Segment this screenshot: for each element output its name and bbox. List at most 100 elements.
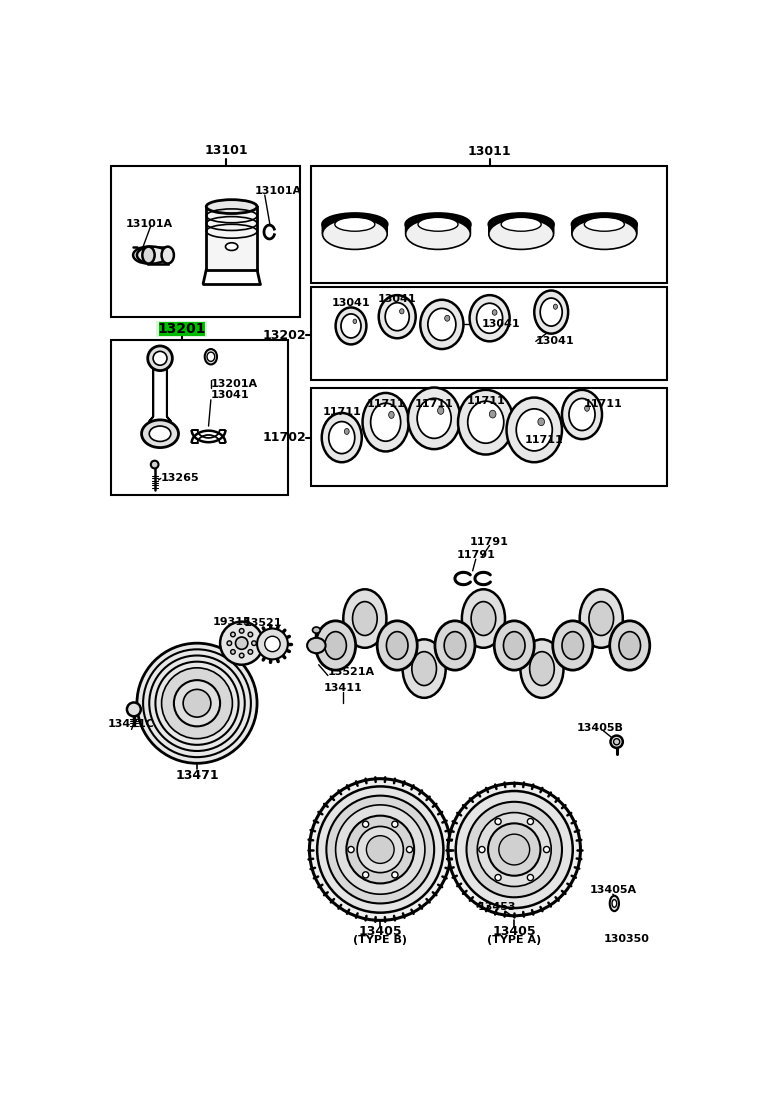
Ellipse shape <box>499 834 530 865</box>
Ellipse shape <box>589 602 613 635</box>
Ellipse shape <box>489 218 553 247</box>
Text: 13201: 13201 <box>157 322 206 336</box>
Text: 13041: 13041 <box>536 336 575 346</box>
Text: 11711: 11711 <box>415 399 454 409</box>
Ellipse shape <box>530 652 554 685</box>
Ellipse shape <box>412 652 436 685</box>
Ellipse shape <box>366 836 394 863</box>
Ellipse shape <box>149 426 171 441</box>
Ellipse shape <box>388 411 394 418</box>
Ellipse shape <box>489 215 553 238</box>
Ellipse shape <box>315 620 356 671</box>
Ellipse shape <box>489 216 553 242</box>
Ellipse shape <box>406 216 470 242</box>
Circle shape <box>495 818 501 825</box>
Ellipse shape <box>329 421 355 454</box>
Ellipse shape <box>503 632 525 659</box>
Ellipse shape <box>183 689 211 717</box>
Circle shape <box>363 872 369 878</box>
Ellipse shape <box>572 216 637 242</box>
Ellipse shape <box>470 295 510 341</box>
Circle shape <box>613 738 619 745</box>
Text: 13201A: 13201A <box>211 379 258 389</box>
Ellipse shape <box>501 217 541 231</box>
Ellipse shape <box>207 353 215 361</box>
Text: 13101A: 13101A <box>255 186 302 196</box>
Ellipse shape <box>489 216 553 240</box>
Bar <box>111 166 300 317</box>
Ellipse shape <box>133 247 164 264</box>
Ellipse shape <box>572 219 637 249</box>
Circle shape <box>248 649 252 654</box>
Ellipse shape <box>584 406 590 411</box>
Ellipse shape <box>162 247 174 264</box>
Ellipse shape <box>347 816 414 883</box>
Text: 13101: 13101 <box>204 143 248 157</box>
Text: 13411: 13411 <box>324 683 363 693</box>
Text: 130350: 130350 <box>603 934 650 944</box>
Ellipse shape <box>336 307 366 345</box>
Ellipse shape <box>619 632 641 659</box>
Ellipse shape <box>406 215 470 238</box>
Ellipse shape <box>326 796 434 903</box>
Ellipse shape <box>141 420 179 448</box>
Circle shape <box>527 818 534 825</box>
Ellipse shape <box>418 217 458 231</box>
Ellipse shape <box>174 681 220 726</box>
Ellipse shape <box>488 823 540 876</box>
Bar <box>206 207 257 270</box>
Text: 11711: 11711 <box>584 399 622 409</box>
Ellipse shape <box>322 215 387 238</box>
Ellipse shape <box>153 351 167 365</box>
Ellipse shape <box>572 215 637 238</box>
Circle shape <box>407 846 413 853</box>
Bar <box>148 247 168 264</box>
Polygon shape <box>149 369 171 421</box>
Ellipse shape <box>206 200 257 214</box>
Circle shape <box>348 846 354 853</box>
Ellipse shape <box>553 620 593 671</box>
Ellipse shape <box>322 219 387 249</box>
Ellipse shape <box>428 308 456 340</box>
Text: 13405: 13405 <box>359 925 402 937</box>
Ellipse shape <box>467 401 504 444</box>
Ellipse shape <box>462 589 505 648</box>
Ellipse shape <box>406 219 470 249</box>
Ellipse shape <box>489 214 553 235</box>
Ellipse shape <box>562 632 584 659</box>
Ellipse shape <box>264 636 280 652</box>
Ellipse shape <box>386 632 408 659</box>
Ellipse shape <box>385 302 409 330</box>
Text: 19315: 19315 <box>212 617 251 627</box>
Ellipse shape <box>353 602 377 635</box>
Ellipse shape <box>335 217 375 231</box>
Ellipse shape <box>612 900 616 907</box>
Ellipse shape <box>438 407 444 415</box>
Ellipse shape <box>403 639 445 698</box>
Text: 11711: 11711 <box>467 396 505 406</box>
Ellipse shape <box>312 627 320 633</box>
Ellipse shape <box>363 393 409 451</box>
Ellipse shape <box>147 346 173 370</box>
Ellipse shape <box>322 216 387 240</box>
Ellipse shape <box>572 214 637 235</box>
Circle shape <box>239 628 244 633</box>
Text: 13471: 13471 <box>176 770 219 783</box>
Ellipse shape <box>307 638 325 653</box>
Ellipse shape <box>471 602 496 635</box>
Text: 13521: 13521 <box>243 618 282 628</box>
Ellipse shape <box>220 622 263 665</box>
Circle shape <box>230 649 236 654</box>
Circle shape <box>230 632 236 637</box>
Text: 11711: 11711 <box>366 399 405 409</box>
Text: 13041: 13041 <box>211 390 249 400</box>
Ellipse shape <box>572 217 637 245</box>
Ellipse shape <box>584 217 625 231</box>
Ellipse shape <box>492 310 497 315</box>
Text: 11711: 11711 <box>524 435 563 445</box>
Circle shape <box>495 874 501 881</box>
Ellipse shape <box>257 628 288 659</box>
Text: 13453: 13453 <box>478 902 517 912</box>
Bar <box>311 287 667 380</box>
Text: (TYPE B): (TYPE B) <box>353 935 407 945</box>
